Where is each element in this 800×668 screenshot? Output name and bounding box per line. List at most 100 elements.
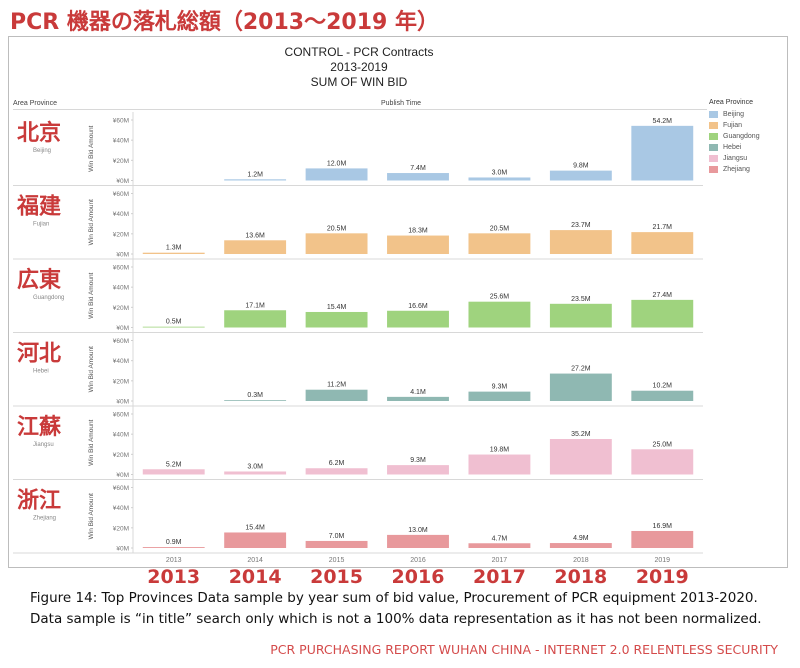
data-label: 7.4M (410, 165, 426, 172)
page-title: PCR 機器の落札総額（2013〜2019 年） (10, 10, 439, 35)
column-header: Publish Time (381, 100, 422, 107)
x-tick-label: 2016 (410, 557, 426, 564)
bar-beijing-2019 (631, 125, 694, 181)
data-label: 23.5M (571, 296, 591, 303)
chart-frame: CONTROL - PCR Contracts 2013-2019 SUM OF… (8, 36, 788, 568)
legend-label: Beijing (723, 111, 745, 118)
legend-items: Beijing Fujian Guangdong Hebei Jiangsu Zhejia… (709, 109, 785, 175)
data-label: 17.1M (245, 302, 265, 309)
bar-guangdong-2019 (631, 299, 694, 328)
data-label: 12.0M (327, 160, 347, 167)
province-label-en: Hebei (33, 369, 49, 375)
x-tick-label: 2015 (329, 557, 345, 564)
data-label: 20.5M (327, 225, 347, 232)
bar-zhejiang-2017 (468, 543, 531, 548)
data-label: 20.5M (490, 225, 510, 232)
y-tick-label: ¥60M (113, 118, 129, 125)
year-label-large: 2013 (147, 566, 201, 588)
legend-swatch (709, 155, 718, 162)
data-label: 9.3M (492, 384, 508, 391)
legend-item: Zhejiang (709, 164, 785, 175)
caption-line-1: Figure 14: Top Provinces Data sample by … (30, 590, 758, 606)
data-label: 21.7M (653, 224, 673, 231)
data-label: 27.2M (571, 366, 591, 373)
y-tick-label: ¥20M (113, 525, 129, 532)
y-tick-label: ¥0M (116, 472, 129, 479)
year-label-large: 2017 (472, 566, 526, 588)
bar-fujian-2013 (142, 252, 205, 254)
x-tick-label: 2013 (166, 557, 182, 564)
bar-jiangsu-2015 (305, 468, 368, 475)
data-label: 16.9M (653, 523, 673, 530)
bar-fujian-2019 (631, 232, 694, 254)
bar-guangdong-2015 (305, 311, 368, 328)
y-tick-label: ¥20M (113, 158, 129, 165)
bar-hebei-2017 (468, 391, 531, 401)
data-label: 15.4M (327, 304, 347, 311)
legend-label: Fujian (723, 122, 743, 129)
legend-swatch (709, 166, 718, 173)
x-tick-label: 2019 (654, 557, 670, 564)
y-axis-title: Win Bid Amount (88, 419, 95, 465)
year-label-large: 2018 (554, 566, 608, 588)
bar-beijing-2018 (549, 170, 612, 181)
y-tick-label: ¥20M (113, 305, 129, 312)
x-tick-label: 2017 (492, 557, 508, 564)
y-tick-label: ¥20M (113, 231, 129, 238)
province-label-en: Jiangsu (33, 442, 54, 448)
year-label-large: 2015 (310, 566, 363, 588)
data-label: 0.3M (247, 392, 263, 399)
footer-banner: PCR PURCHASING REPORT WUHAN CHINA - INTE… (270, 642, 778, 657)
province-label-cjk: 北京 (17, 120, 61, 146)
y-tick-label: ¥0M (116, 178, 129, 185)
bar-beijing-2015 (305, 168, 368, 181)
y-tick-label: ¥60M (113, 412, 129, 419)
data-label: 3.0M (492, 169, 508, 176)
bar-beijing-2014 (224, 179, 287, 181)
bar-zhejiang-2016 (387, 534, 449, 548)
data-label: 13.6M (245, 232, 265, 239)
bar-hebei-2015 (305, 389, 368, 401)
y-tick-label: ¥0M (116, 325, 129, 332)
chart-subtitle: 2013-2019 (330, 60, 388, 74)
data-label: 16.6M (408, 303, 428, 310)
province-label-cjk: 広東 (17, 267, 61, 293)
province-label-en: Beijing (33, 148, 51, 154)
data-label: 4.9M (573, 535, 589, 542)
data-label: 6.2M (329, 460, 345, 467)
y-tick-label: ¥60M (113, 265, 129, 272)
bar-guangdong-2018 (549, 303, 612, 328)
province-label-cjk: 福建 (16, 195, 61, 220)
bar-zhejiang-2014 (224, 532, 287, 548)
data-label: 1.2M (247, 171, 263, 178)
data-label: 0.9M (166, 539, 182, 546)
bar-fujian-2016 (387, 235, 449, 254)
data-label: 35.2M (571, 431, 591, 438)
legend-item: Beijing (709, 109, 785, 120)
bar-guangdong-2016 (387, 310, 449, 328)
bar-fujian-2017 (468, 233, 531, 254)
province-label-en: Zhejiang (33, 516, 56, 522)
bar-jiangsu-2017 (468, 454, 531, 475)
data-label: 27.4M (653, 292, 673, 299)
bar-jiangsu-2014 (224, 471, 287, 475)
data-label: 0.5M (166, 319, 182, 326)
row-header: Area Province (13, 100, 57, 107)
bar-beijing-2017 (468, 177, 531, 181)
bar-fujian-2015 (305, 233, 368, 254)
bar-zhejiang-2019 (631, 530, 694, 548)
legend-item: Hebei (709, 142, 785, 153)
data-label: 25.0M (653, 441, 673, 448)
y-tick-label: ¥40M (113, 432, 129, 439)
year-label-large: 2014 (228, 566, 282, 588)
legend-swatch (709, 111, 718, 118)
year-label-large: 2019 (635, 566, 689, 588)
legend-label: Hebei (723, 144, 742, 151)
caption-line-2: Data sample is “in title” search only wh… (30, 611, 762, 627)
data-label: 13.0M (408, 527, 428, 534)
bar-jiangsu-2018 (549, 439, 612, 475)
bar-hebei-2018 (549, 373, 612, 401)
data-label: 1.3M (166, 245, 182, 252)
bar-beijing-2016 (387, 173, 449, 181)
data-label: 4.7M (492, 535, 508, 542)
